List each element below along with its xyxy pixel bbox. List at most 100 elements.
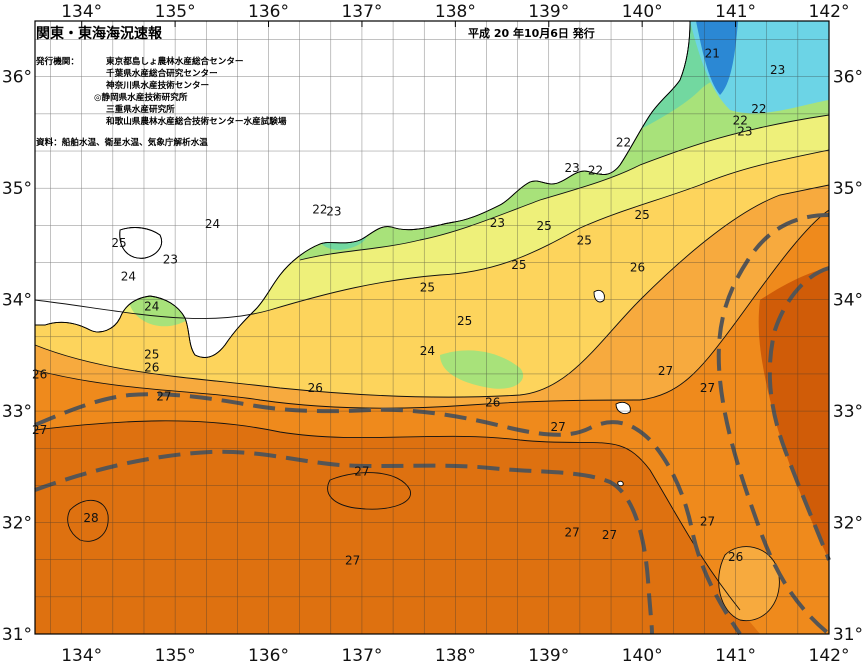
isotherm-label: 24 — [144, 299, 159, 313]
coastline-main — [35, 20, 691, 358]
aogashima-island — [617, 480, 624, 487]
isotherm-27-north-line — [34, 420, 741, 611]
coastline-awaji — [119, 227, 163, 259]
isotherm-lines — [34, 114, 830, 622]
longitude-label-bottom: 134° — [61, 646, 102, 666]
longitude-label-bottom: 138° — [435, 646, 476, 666]
isotherm-label: 27 — [550, 420, 565, 434]
isotherm-25-line — [34, 184, 830, 398]
latitude-label-left: 35° — [2, 179, 32, 199]
isotherm-label: 23 — [326, 205, 341, 219]
isotherm-label: 25 — [635, 208, 650, 222]
isotherm-26-line — [34, 209, 830, 409]
publisher-5: 和歌山県農林水産総合技術センター水産試験場 — [105, 115, 287, 127]
isotherm-label: 26 — [32, 367, 47, 381]
isotherm-23-line — [299, 114, 830, 261]
isotherm-label: 22 — [733, 113, 748, 127]
isotherm-label: 24 — [420, 344, 435, 358]
kuroshio-eastern-branch — [767, 266, 831, 561]
issue-date: 平成 20 年10月6日 発行 — [468, 26, 595, 40]
isotherm-label: 27 — [602, 528, 617, 542]
isotherm-label: 25 — [511, 258, 526, 272]
isotherm-label: 26 — [144, 361, 159, 375]
zone-28-east — [758, 268, 829, 560]
isotherm-label: 25 — [111, 236, 126, 250]
longitude-label-top: 137° — [341, 2, 382, 22]
longitude-label-bottom: 136° — [248, 646, 289, 666]
latitude-label-right: 35° — [833, 179, 863, 199]
latitude-label-right: 36° — [833, 68, 863, 88]
longitude-label-bottom: 135° — [155, 646, 196, 666]
longitude-label-top: 134° — [61, 2, 102, 22]
isotherm-label: 27 — [345, 554, 360, 568]
isotherm-label: 27 — [700, 515, 715, 529]
publisher-0: 東京都島しょ農林水産総合センター — [106, 55, 244, 67]
isotherm-24-line — [34, 149, 830, 320]
isotherm-label: 23 — [770, 63, 785, 77]
longitude-label-bottom: 141° — [715, 646, 756, 666]
hachijo-island — [615, 401, 631, 415]
isotherm-label: 25 — [144, 347, 159, 361]
isotherm-label: 26 — [728, 550, 743, 564]
longitude-label-bottom: 140° — [622, 646, 663, 666]
isotherm-label: 27 — [354, 464, 369, 478]
latitude-label-left: 36° — [2, 68, 32, 88]
latitude-label-right: 33° — [833, 402, 863, 422]
map-border — [34, 20, 830, 635]
longitude-label-bottom: 139° — [528, 646, 569, 666]
isotherm-label: 25 — [457, 314, 472, 328]
isotherm-label: 27 — [32, 423, 47, 437]
isotherm-label: 25 — [420, 280, 435, 294]
isotherm-label: 27 — [564, 526, 579, 540]
latitude-label-left: 32° — [2, 514, 32, 534]
graticule — [35, 21, 829, 634]
latitude-label-left: 31° — [2, 625, 32, 645]
isotherm-label: 23 — [737, 124, 752, 138]
longitude-label-bottom: 137° — [341, 646, 382, 666]
longitude-label-top: 141° — [715, 2, 756, 22]
publisher-label: 発行機関： — [35, 55, 79, 67]
latitude-label-left: 34° — [2, 291, 32, 311]
coastline — [35, 20, 691, 358]
longitude-label-top: 139° — [528, 2, 569, 22]
longitude-label-top: 142° — [809, 2, 850, 22]
isotherm-label: 22 — [751, 102, 766, 116]
isotherm-label: 25 — [577, 234, 592, 248]
isotherm-label: 26 — [308, 381, 323, 395]
publisher-2: 神奈川県水産技術センター — [106, 79, 209, 91]
kuroshio-eastern-path — [716, 213, 831, 636]
isotherm-label: 23 — [564, 161, 579, 175]
longitude-label-top: 135° — [155, 2, 196, 22]
data-sources: 資料：船舶水温、衛星水温、気象庁解析水温 — [36, 136, 208, 148]
longitude-label-top: 138° — [435, 2, 476, 22]
isotherm-label: 25 — [536, 219, 551, 233]
isotherm-28-eddy-line — [67, 500, 109, 542]
isotherm-label: 23 — [490, 216, 505, 230]
isotherm-label: 28 — [83, 511, 98, 525]
isotherm-label: 26 — [630, 260, 645, 274]
latitude-label-right: 34° — [833, 291, 863, 311]
map-title: 関東・東海海況速報 — [36, 25, 163, 42]
latitude-label-right: 32° — [833, 514, 863, 534]
longitude-label-bottom: 142° — [809, 646, 850, 666]
isotherm-label: 26 — [485, 395, 500, 409]
publisher-4: 三重県水産研究所 — [106, 103, 175, 115]
isotherm-label: 27 — [658, 364, 673, 378]
isotherm-label: 21 — [705, 46, 720, 60]
publisher-1: 千葉県水産総合研究センター — [106, 67, 218, 79]
izu-island-oshima — [593, 289, 605, 303]
latitude-label-left: 33° — [2, 402, 32, 422]
isotherm-label: 22 — [616, 136, 631, 150]
isotherm-26-se-line — [718, 546, 780, 622]
isotherm-label: 22 — [312, 202, 327, 216]
isotherm-label: 22 — [588, 163, 603, 177]
isotherm-label: 27 — [700, 381, 715, 395]
kuroshio-main-path — [34, 392, 742, 636]
isotherm-label: 24 — [121, 269, 136, 283]
latitude-label-right: 31° — [833, 625, 863, 645]
zone-23-mid — [440, 350, 524, 389]
longitude-label-top: 140° — [622, 2, 663, 22]
